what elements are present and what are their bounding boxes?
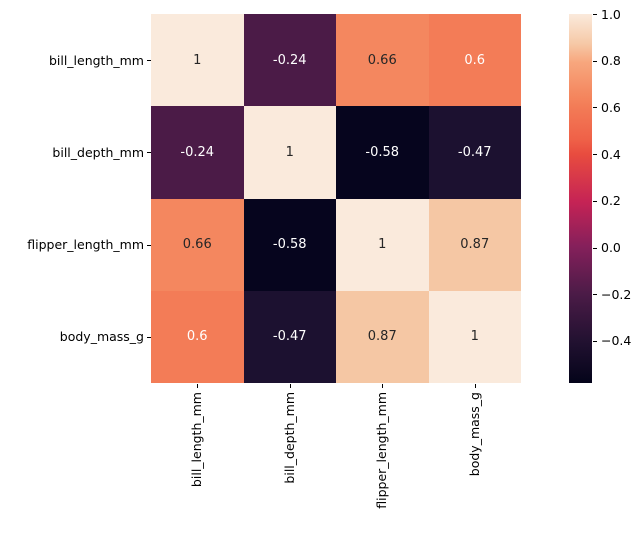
heatmap-cell: 0.87 — [336, 290, 429, 383]
colorbar-tick-mark — [593, 60, 597, 62]
colorbar-tick-label: 0.0 — [601, 240, 621, 256]
cell-value: 0.6 — [186, 329, 208, 345]
heatmap-cell: 0.6 — [428, 14, 521, 107]
x-tick-label: flipper_length_mm — [374, 392, 390, 509]
heatmap-grid: 1 -0.24 0.66 0.6 -0.24 1 -0.58 -0.47 0.66 -0.58 1 0… — [151, 14, 521, 383]
colorbar-tick-label: 0.4 — [601, 146, 621, 162]
cell-value: 0.87 — [367, 329, 397, 345]
heatmap-cell: 0.66 — [336, 14, 429, 107]
x-tick-mark — [197, 384, 199, 388]
colorbar-tick-mark — [593, 14, 597, 15]
heatmap-cell: 1 — [243, 106, 336, 199]
cell-value: 1 — [378, 237, 387, 253]
cell-value: 1 — [470, 329, 479, 345]
cell-value: 0.66 — [182, 237, 212, 253]
heatmap-cell: 0.66 — [151, 198, 244, 291]
heatmap-cell: -0.24 — [243, 14, 336, 107]
heatmap-cell: -0.24 — [151, 106, 244, 199]
heatmap-cell: -0.47 — [428, 106, 521, 199]
x-tick-label: bill_length_mm — [189, 392, 205, 488]
heatmap-cell: 0.87 — [428, 198, 521, 291]
colorbar-tick-mark — [593, 200, 597, 202]
colorbar-tick-mark — [593, 340, 597, 342]
heatmap-cell: -0.58 — [243, 198, 336, 291]
y-tick-label: body_mass_g — [59, 329, 144, 345]
heatmap-cell: 1 — [336, 198, 429, 291]
cell-value: -0.58 — [365, 144, 400, 160]
heatmap-cell: -0.47 — [243, 290, 336, 383]
x-tick-mark — [289, 384, 291, 388]
y-tick-label: bill_length_mm — [48, 52, 144, 68]
y-tick-mark — [146, 244, 151, 246]
colorbar-tick-label: 0.6 — [601, 99, 621, 115]
y-tick-label: bill_depth_mm — [52, 144, 144, 160]
x-tick-label: bill_depth_mm — [281, 392, 297, 484]
x-tick-mark — [382, 384, 384, 388]
colorbar-gradient — [569, 14, 592, 383]
colorbar-tick-mark — [593, 154, 597, 156]
heatmap-cell: 1 — [428, 290, 521, 383]
colorbar-tick-mark — [593, 294, 597, 296]
y-tick-mark — [146, 60, 151, 62]
cell-value: 0.66 — [367, 52, 397, 68]
cell-value: 1 — [285, 144, 294, 160]
heatmap-cell: 0.6 — [151, 290, 244, 383]
cell-value: 0.6 — [464, 52, 486, 68]
colorbar-tick-label: −0.4 — [601, 333, 632, 349]
colorbar-tick-label: 0.8 — [601, 53, 621, 69]
colorbar-tick-mark — [593, 247, 597, 249]
x-tick-label: body_mass_g — [466, 392, 482, 477]
colorbar-tick-label: 0.2 — [601, 193, 621, 209]
colorbar-tick-mark — [593, 107, 597, 109]
heatmap-cell: 1 — [151, 14, 244, 107]
colorbar-tick-label: 1.0 — [601, 6, 621, 22]
heatmap-cell: -0.58 — [336, 106, 429, 199]
y-tick-mark — [146, 152, 151, 154]
cell-value: 1 — [193, 52, 202, 68]
cell-value: -0.24 — [272, 52, 307, 68]
colorbar-tick-label: −0.2 — [601, 286, 632, 302]
cell-value: 0.87 — [460, 237, 490, 253]
cell-value: -0.47 — [272, 329, 307, 345]
cell-value: -0.58 — [272, 237, 307, 253]
y-tick-mark — [146, 336, 151, 338]
x-tick-mark — [474, 384, 476, 388]
cell-value: -0.24 — [180, 144, 215, 160]
y-tick-label: flipper_length_mm — [27, 237, 144, 253]
cell-value: -0.47 — [457, 144, 492, 160]
